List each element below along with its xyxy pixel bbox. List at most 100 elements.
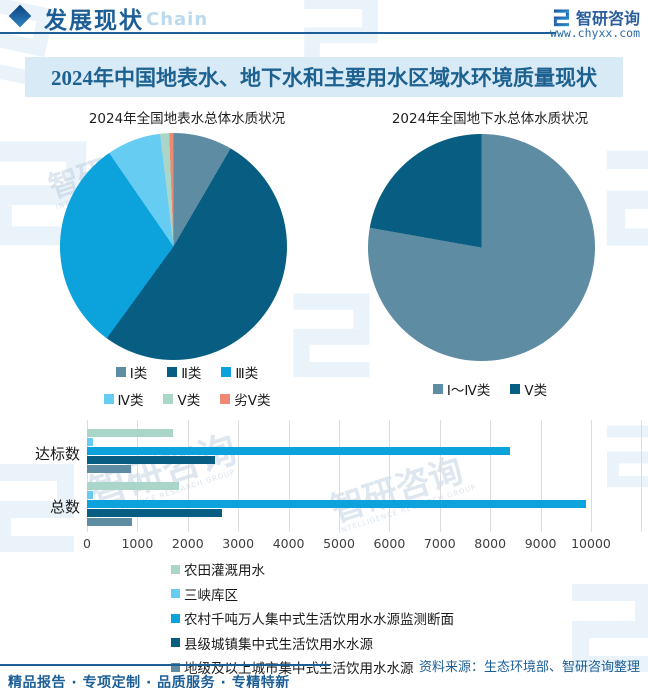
surface-water-pie-legend: Ⅰ类 Ⅱ类 Ⅲ类 Ⅳ类 Ⅴ类 劣Ⅴ类 <box>27 362 347 409</box>
legend-label: 农村千吨万人集中式生活饮用水水源监测断面 <box>184 612 454 628</box>
groundwater-pie-legend: Ⅰ～Ⅳ类 Ⅴ类 <box>340 379 640 399</box>
bar <box>87 509 223 517</box>
x-tick-label: 8000 <box>474 536 507 551</box>
x-tick-label: 2000 <box>171 536 204 551</box>
gridline <box>288 420 290 532</box>
legend-swatch <box>167 367 178 377</box>
bar <box>87 491 93 499</box>
legend-label: Ⅰ～Ⅳ类 <box>446 383 491 399</box>
bar <box>87 456 215 464</box>
legend-swatch <box>432 384 443 394</box>
data-source-note: 资料来源：生态环境部、智研咨询整理 <box>418 660 640 675</box>
brand-watermark <box>596 142 648 254</box>
x-axis-tick-labels: 0 1000 2000 3000 4000 5000 6000 7000 8000 9000 100… <box>83 536 648 552</box>
gridline <box>137 420 139 532</box>
bar-group <box>87 482 586 527</box>
x-tick-label: 1000 <box>121 536 154 551</box>
legend-swatch <box>171 662 180 672</box>
gridline <box>641 420 643 532</box>
legend-item: 县级城镇集中式生活饮用水水源 <box>171 633 454 653</box>
footer-divider <box>0 664 330 666</box>
gridline <box>490 420 492 532</box>
bar <box>87 482 179 490</box>
x-tick-label: 4000 <box>272 536 305 551</box>
legend-row: Ⅰ类 Ⅱ类 Ⅲ类 <box>27 362 347 382</box>
bar-chart-legend: 农田灌溉用水 三峡库区农村千吨万人集中式生活饮用水水源监测断面 县级城镇集中式生活饮… <box>171 559 454 677</box>
x-tick-label: 5000 <box>323 536 355 551</box>
legend-label: Ⅳ类 <box>117 393 144 409</box>
legend-item: 农田灌溉用水 <box>171 559 454 579</box>
diamond-icon <box>8 4 32 28</box>
legend-swatch <box>115 367 126 377</box>
x-tick-label: 10000 <box>571 536 611 551</box>
bar <box>87 429 173 437</box>
brand-logo-icon <box>553 9 570 26</box>
bar-plot-area <box>87 420 648 532</box>
category-label-qualified: 达标数 <box>34 445 80 463</box>
brand-name: 智研咨询 <box>575 9 640 28</box>
bar <box>87 500 586 508</box>
legend-item: Ⅲ类 <box>221 362 258 382</box>
legend-label: 劣Ⅴ类 <box>234 393 271 409</box>
surface-water-pie-title: 2024年全国地表水总体水质状况 <box>88 111 286 127</box>
legend-swatch <box>171 638 180 647</box>
legend-swatch <box>103 394 114 404</box>
legend-item: Ⅰ类 <box>115 362 148 382</box>
legend-item: Ⅰ～Ⅳ类 <box>432 379 491 399</box>
title-bar: 2024年中国地表水、地下水和主要用水区域水环境质量现状 <box>25 57 623 97</box>
gridline <box>439 420 441 532</box>
legend-swatch <box>163 394 174 404</box>
legend-swatch <box>220 394 231 404</box>
chain-watermark: Chain <box>146 9 209 30</box>
brand-watermark-icon <box>606 150 648 246</box>
bar-group <box>87 429 511 474</box>
legend-swatch <box>171 589 180 598</box>
brand-lockup: 智研咨询 <box>552 5 640 29</box>
bar <box>87 518 133 526</box>
x-tick-label: 3000 <box>222 536 255 551</box>
legend-label: Ⅱ类 <box>181 366 202 382</box>
gridline <box>238 420 240 532</box>
gridline <box>87 420 88 532</box>
gridline <box>591 420 592 532</box>
legend-label: Ⅰ类 <box>129 366 148 382</box>
legend-item: Ⅱ类 <box>167 362 201 382</box>
header-divider <box>0 32 556 34</box>
x-tick-label: 7000 <box>423 536 456 551</box>
legend-label: 三峡库区 <box>184 587 238 604</box>
legend-item: Ⅴ类 <box>510 379 547 399</box>
bar <box>87 438 93 446</box>
legend-item: 三峡库区 <box>171 584 454 604</box>
legend-label: Ⅲ类 <box>235 366 259 382</box>
surface-water-pie <box>60 133 287 360</box>
x-tick-label: 6000 <box>373 536 406 551</box>
legend-swatch <box>221 367 232 377</box>
gridline <box>187 420 189 532</box>
legend-item: 劣Ⅴ类 <box>220 389 270 409</box>
legend-item: Ⅴ类 <box>163 389 200 409</box>
website-link: www.chyxx.com <box>549 26 640 40</box>
bar <box>87 465 131 473</box>
page-title: 2024年中国地表水、地下水和主要用水区域水环境质量现状 <box>51 66 597 90</box>
legend-label: Ⅴ类 <box>524 383 548 399</box>
x-tick-label: 0 <box>83 536 91 551</box>
legend-label: 农田灌溉用水 <box>184 563 265 579</box>
x-tick-label: 9000 <box>524 536 557 551</box>
gridline <box>540 420 542 532</box>
legend-item: Ⅳ类 <box>103 389 144 409</box>
legend-swatch <box>171 564 180 574</box>
gridline <box>389 420 391 532</box>
legend-label: Ⅴ类 <box>177 393 201 409</box>
legend-item: 农村千吨万人集中式生活饮用水水源监测断面 <box>171 608 454 628</box>
section-title: 发展现状 <box>44 8 144 33</box>
bar <box>87 447 511 455</box>
legend-row: Ⅳ类 Ⅴ类 劣Ⅴ类 <box>27 389 347 409</box>
legend-row: Ⅰ～Ⅳ类 Ⅴ类 <box>340 379 640 399</box>
gridline <box>339 420 340 532</box>
groundwater-pie-title: 2024年全国地下水总体水质状况 <box>391 111 589 127</box>
legend-label: 县级城镇集中式生活饮用水水源 <box>184 636 373 653</box>
category-label-total: 总数 <box>49 498 80 516</box>
footer-slogan: 精品报告 · 专项定制 · 品质服务 · 专精特新 <box>8 675 290 688</box>
legend-swatch <box>171 613 180 623</box>
